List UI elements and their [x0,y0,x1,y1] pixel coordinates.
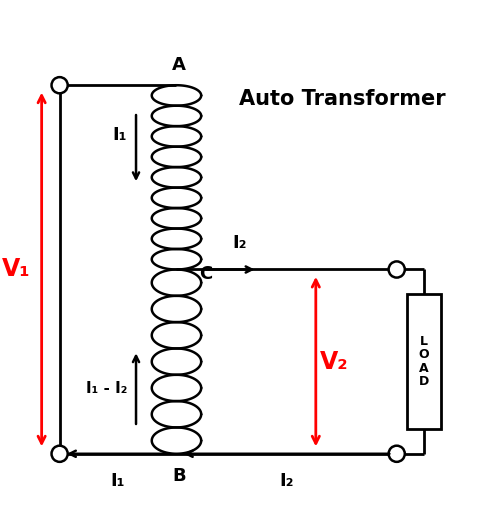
Text: V₂: V₂ [320,350,349,374]
Circle shape [388,261,405,278]
Text: L
O
A
D: L O A D [418,335,429,388]
Circle shape [388,446,405,462]
Circle shape [52,446,68,462]
Text: A: A [172,56,186,74]
Circle shape [52,77,68,93]
Text: I₂: I₂ [279,472,294,490]
Text: V₁: V₁ [2,258,30,281]
Text: I₁: I₁ [111,472,125,490]
Text: I₁ - I₂: I₁ - I₂ [86,381,127,396]
Text: B: B [172,467,185,485]
Text: I₁: I₁ [113,126,127,144]
Text: I₂: I₂ [232,234,247,252]
Bar [407,294,441,429]
Text: C: C [199,265,212,283]
Text: Auto Transformer: Auto Transformer [240,89,446,109]
